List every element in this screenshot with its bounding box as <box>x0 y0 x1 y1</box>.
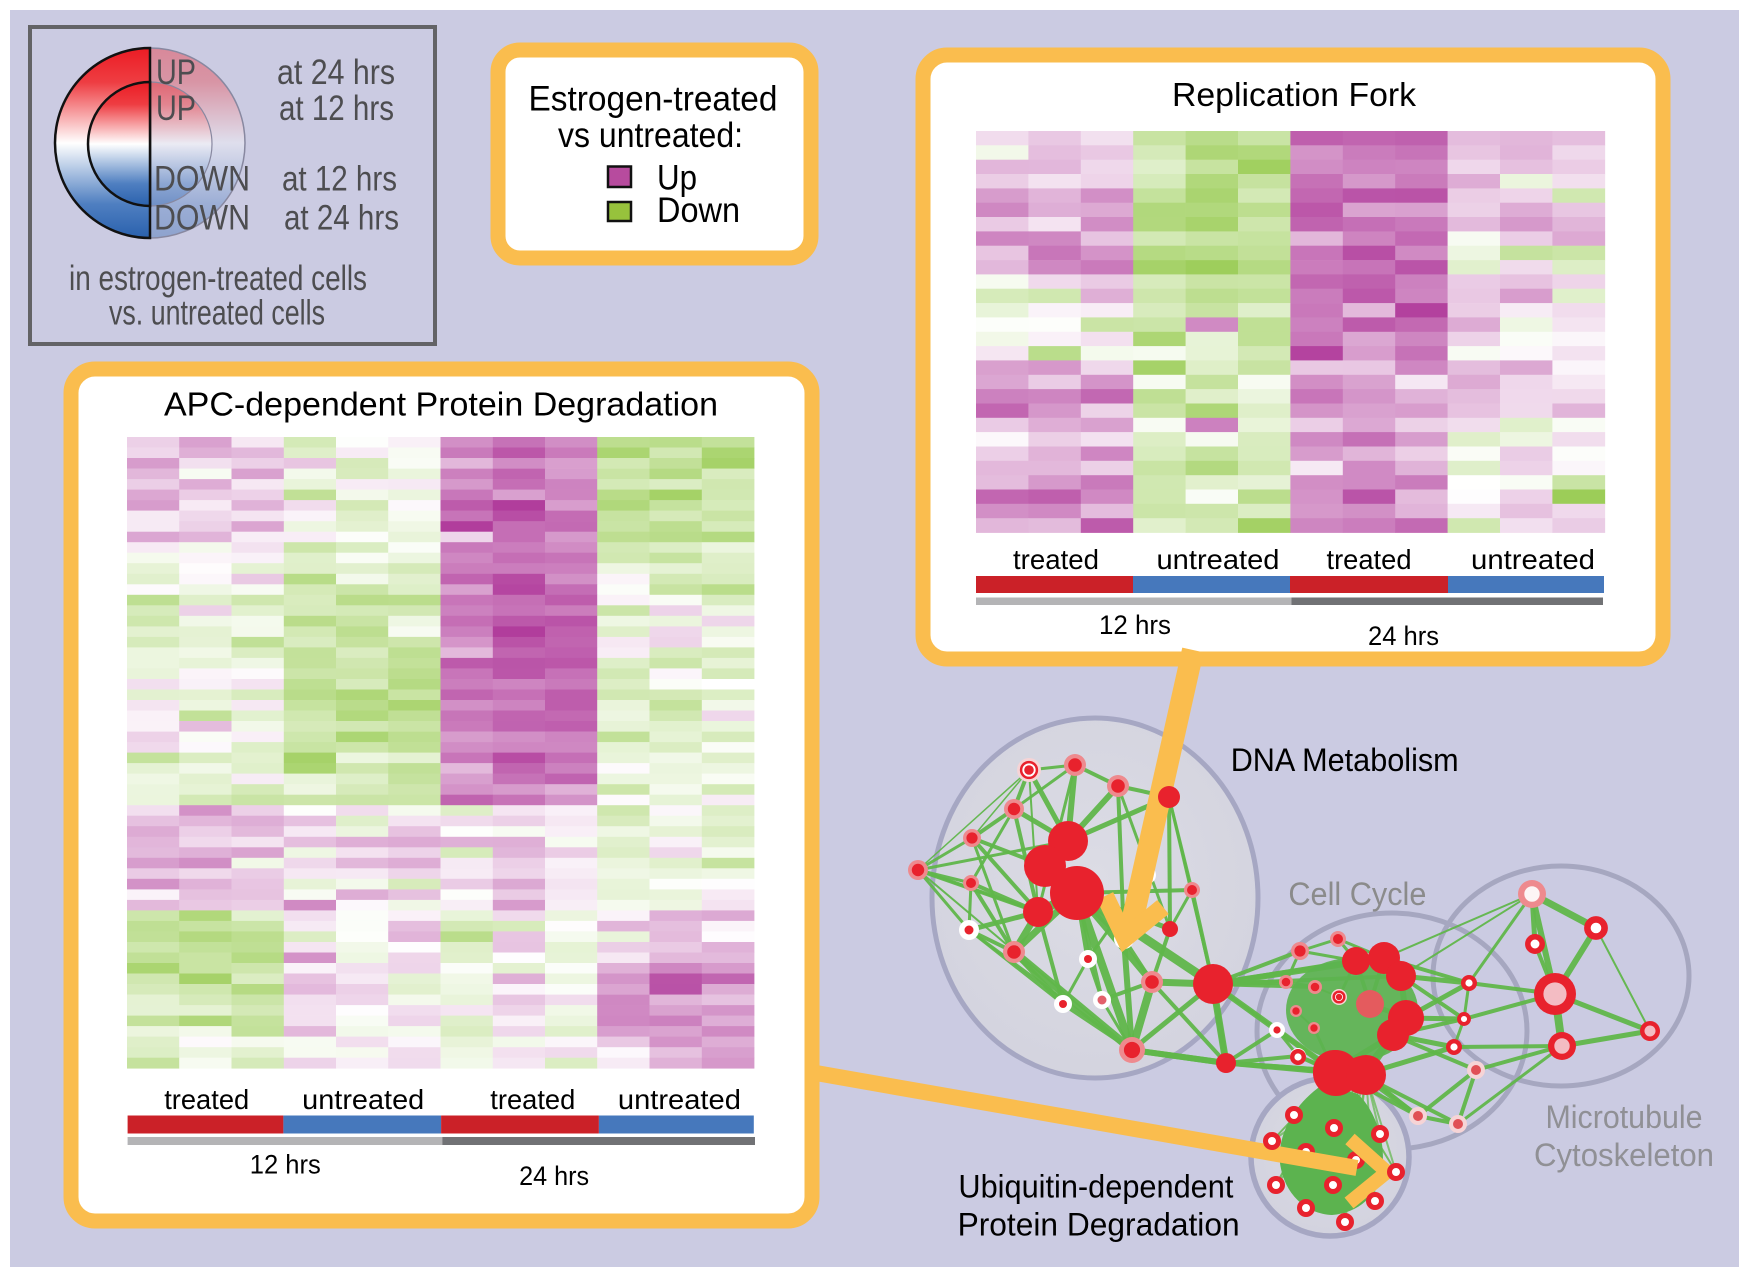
svg-text:treated: treated <box>1327 544 1412 575</box>
svg-text:APC-dependent Protein Degradat: APC-dependent Protein Degradation <box>164 387 718 424</box>
svg-text:Up: Up <box>657 158 697 197</box>
svg-text:Replication Fork: Replication Fork <box>1172 77 1416 114</box>
svg-text:24 hrs: 24 hrs <box>1368 621 1439 651</box>
svg-text:12 hrs: 12 hrs <box>250 1150 321 1180</box>
svg-text:Cytoskeleton: Cytoskeleton <box>1534 1137 1714 1173</box>
svg-text:in estrogen-treated cells: in estrogen-treated cells <box>69 259 367 298</box>
svg-text:Protein Degradation: Protein Degradation <box>958 1207 1240 1243</box>
svg-text:Estrogen-treated: Estrogen-treated <box>529 80 778 119</box>
svg-text:Cell Cycle: Cell Cycle <box>1288 876 1426 912</box>
svg-text:at 24 hrs: at 24 hrs <box>284 199 399 238</box>
svg-text:Down: Down <box>657 191 740 230</box>
svg-text:DNA Metabolism: DNA Metabolism <box>1231 742 1459 778</box>
svg-text:vs untreated:: vs untreated: <box>558 116 743 155</box>
svg-text:UP: UP <box>156 89 196 128</box>
svg-text:DOWN: DOWN <box>154 199 250 238</box>
svg-text:treated: treated <box>1013 544 1099 575</box>
svg-text:UP: UP <box>156 53 196 92</box>
svg-text:12 hrs: 12 hrs <box>1099 610 1171 640</box>
svg-text:untreated: untreated <box>1471 544 1595 575</box>
svg-text:at 12 hrs: at 12 hrs <box>282 160 397 199</box>
svg-text:untreated: untreated <box>618 1084 741 1115</box>
svg-text:vs. untreated cells: vs. untreated cells <box>109 294 325 333</box>
svg-text:at 12 hrs: at 12 hrs <box>279 89 394 128</box>
svg-text:Microtubule: Microtubule <box>1546 1099 1703 1135</box>
svg-text:DOWN: DOWN <box>154 160 250 199</box>
svg-text:untreated: untreated <box>1157 544 1280 575</box>
svg-text:treated: treated <box>490 1084 575 1115</box>
svg-text:untreated: untreated <box>302 1084 424 1115</box>
svg-text:at 24 hrs: at 24 hrs <box>277 53 395 92</box>
svg-text:Ubiquitin-dependent: Ubiquitin-dependent <box>958 1169 1233 1205</box>
svg-text:24 hrs: 24 hrs <box>519 1161 589 1191</box>
svg-text:treated: treated <box>164 1084 249 1115</box>
